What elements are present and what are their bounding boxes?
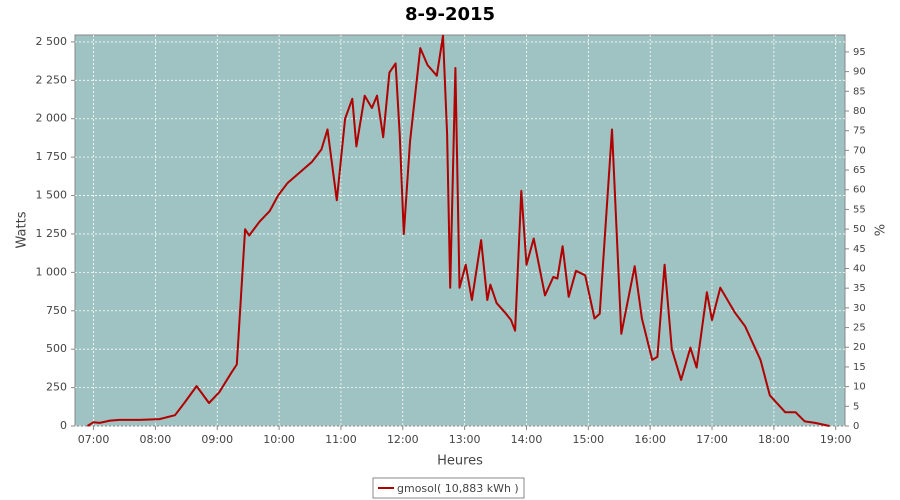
y2-tick-label: 70 (853, 145, 866, 156)
y2-tick-label: 30 (853, 303, 866, 314)
y2-tick-label: 50 (853, 224, 866, 235)
y-tick-label: 2 250 (36, 73, 68, 86)
y-tick-label: 500 (46, 342, 67, 355)
y-tick-label: 750 (46, 304, 67, 317)
y-tick-label: 1 500 (36, 189, 68, 202)
y2-tick-label: 0 (853, 421, 859, 432)
y2-tick-label: 95 (853, 47, 866, 58)
x-tick-label: 13:00 (449, 433, 481, 446)
y2-tick-label: 5 (853, 401, 859, 412)
grid (75, 35, 845, 427)
x-tick-label: 10:00 (263, 433, 295, 446)
y-axis-label: Watts (15, 211, 30, 248)
x-tick-label: 11:00 (325, 433, 357, 446)
y2-tick-label: 55 (853, 204, 866, 215)
series-line (86, 34, 830, 427)
y2-tick-label: 65 (853, 165, 866, 176)
y2-tick-label: 10 (853, 382, 866, 393)
y2-axis-label: % (874, 224, 889, 236)
y2-tick-label: 15 (853, 362, 866, 373)
y-tick-label: 250 (46, 381, 67, 394)
y-tick-label: 1 000 (36, 265, 68, 278)
x-tick-label: 15:00 (572, 433, 604, 446)
x-tick-label: 14:00 (511, 433, 543, 446)
y2-tick-label: 60 (853, 185, 866, 196)
plot-area (74, 34, 846, 427)
legend-label: gmosol( 10,883 kWh ) (397, 482, 519, 495)
y2-tick-label: 20 (853, 342, 866, 353)
y2-tick-label: 45 (853, 244, 866, 255)
y2-tick-label: 75 (853, 126, 866, 137)
y-tick-label: 0 (60, 419, 67, 432)
x-tick-label: 17:00 (696, 433, 728, 446)
x-axis-label: Heures (437, 454, 483, 469)
x-tick-label: 12:00 (387, 433, 419, 446)
x-tick-label: 09:00 (201, 433, 233, 446)
legend-box (372, 477, 525, 499)
y2-tick-label: 40 (853, 263, 866, 274)
y2-tick-label: 90 (853, 67, 866, 78)
x-tick-label: 16:00 (634, 433, 666, 446)
x-tick-label: 19:00 (820, 433, 852, 446)
y2-tick-label: 35 (853, 283, 866, 294)
y2-tick-label: 85 (853, 86, 866, 97)
x-tick-label: 18:00 (758, 433, 790, 446)
x-tick-label: 08:00 (140, 433, 172, 446)
y2-tick-label: 80 (853, 106, 866, 117)
chart-title: 8-9-2015 (405, 4, 495, 25)
y2-tick-label: 25 (853, 323, 866, 334)
y-tick-label: 2 000 (36, 112, 68, 125)
y-tick-label: 1 250 (36, 227, 68, 240)
y-tick-label: 1 750 (36, 150, 68, 163)
x-tick-label: 07:00 (78, 433, 110, 446)
marks (86, 34, 830, 427)
y-tick-label: 2 500 (36, 35, 68, 48)
